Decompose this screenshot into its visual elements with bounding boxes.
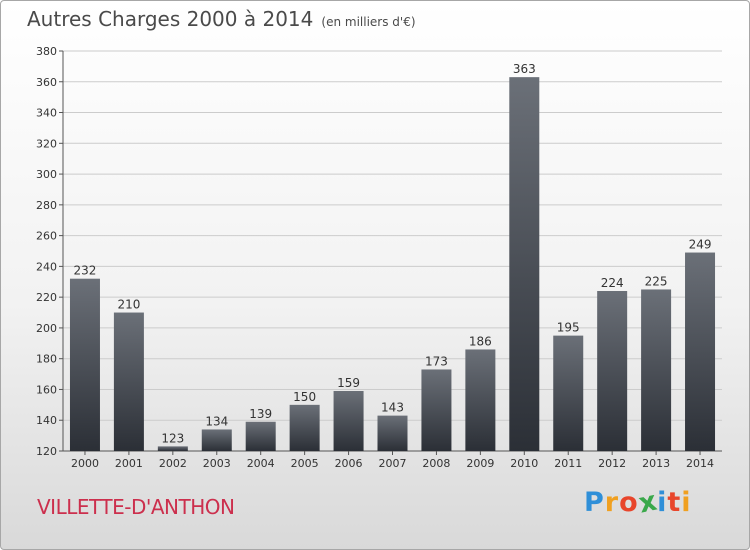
x-tick-label-2009: 2009 [466,457,494,470]
data-label-2005: 150 [293,390,316,404]
x-tick-label-2011: 2011 [554,457,582,470]
x-tick-label-2001: 2001 [115,457,143,470]
data-label-2007: 143 [381,401,404,415]
x-tick-label-2010: 2010 [510,457,538,470]
data-label-2003: 134 [205,414,228,428]
bar-2009 [465,349,496,451]
y-tick-label: 260 [36,230,57,243]
y-tick-label: 120 [36,445,57,458]
chart-subtitle: (en milliers d'€) [321,15,416,29]
data-labels: 232 210 123 134 139 150 159 143 173 186 363 195 224 2… [74,62,712,445]
data-label-2001: 210 [117,298,140,312]
bar-2003 [201,429,232,451]
x-tick-label-2013: 2013 [642,457,670,470]
data-label-2008: 173 [425,354,448,368]
bar-2000 [69,278,100,451]
data-label-2013: 225 [645,274,668,288]
bar-2011 [553,335,584,451]
y-tick-label: 320 [36,137,57,150]
y-tick-label: 180 [36,353,57,366]
chart-header: Autres Charges 2000 à 2014 (en milliers d… [27,7,416,31]
data-label-2014: 249 [689,238,712,252]
logo-letter: r [604,487,620,518]
bars [69,77,716,452]
data-label-2012: 224 [601,276,624,290]
bar-2007 [377,415,408,451]
axes: 120 140 160 180 200 220 240 260 280 300 320 340 360 3… [36,45,722,470]
chart-title: Autres Charges 2000 à 2014 [27,7,314,31]
bar-2006 [333,391,364,451]
x-tick-label-2003: 2003 [203,457,231,470]
data-label-2006: 159 [337,376,360,390]
y-tick-label: 300 [36,168,57,181]
proxiti-logo: Proxiti [584,485,692,519]
data-label-2010: 363 [513,62,536,76]
city-name: VILLETTE-D'ANTHON [37,495,235,519]
data-label-2011: 195 [557,321,580,335]
y-tick-label: 340 [36,107,57,120]
data-label-2002: 123 [161,431,184,445]
x-tick-label-2007: 2007 [379,457,407,470]
bar-2004 [245,421,276,451]
bar-2014 [685,252,716,451]
y-tick-label: 360 [36,76,57,89]
bar-2002 [157,446,188,451]
x-tick-label-2012: 2012 [598,457,626,470]
x-tick-label-2014: 2014 [686,457,714,470]
x-tick-label-2000: 2000 [71,457,99,470]
logo-letter: i [681,487,692,518]
logo-letter: i [657,487,668,518]
bar-2001 [113,312,144,451]
y-tick-label: 280 [36,199,57,212]
logo-letter: P [584,487,605,518]
x-tick-label-2002: 2002 [159,457,187,470]
bar-2012 [597,291,628,451]
data-label-2004: 139 [249,407,272,421]
x-tick-label-2006: 2006 [335,457,363,470]
y-tick-label: 200 [36,322,57,335]
bar-2013 [641,289,672,451]
y-tick-label: 160 [36,383,57,396]
logo-letter: o [619,487,639,518]
y-tick-label: 240 [36,260,57,273]
y-tick-label: 140 [36,414,57,427]
x-tick-label-2008: 2008 [422,457,450,470]
bar-2005 [289,404,320,451]
bar-2010 [509,77,540,452]
x-tick-label-2005: 2005 [291,457,319,470]
x-tick-label-2004: 2004 [247,457,275,470]
data-label-2009: 186 [469,334,492,348]
y-tick-label: 380 [36,45,57,58]
logo-letter: t [667,487,682,518]
y-tick-label: 220 [36,291,57,304]
data-label-2000: 232 [74,264,97,278]
bar-2008 [421,369,452,451]
